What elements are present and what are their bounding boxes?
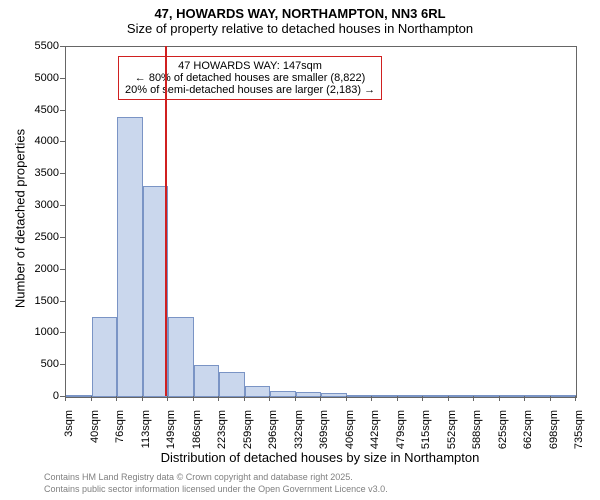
- ytick-mark: [60, 78, 65, 79]
- title-line2: Size of property relative to detached ho…: [0, 21, 600, 36]
- histogram-bar: [194, 365, 220, 397]
- histogram-bar: [372, 395, 398, 397]
- xtick-label: 698sqm: [548, 410, 560, 460]
- xtick-mark: [193, 396, 194, 401]
- histogram-bar: [321, 393, 347, 397]
- xtick-mark: [448, 396, 449, 401]
- footer-line1: Contains HM Land Registry data © Crown c…: [44, 472, 353, 482]
- histogram-bar: [347, 395, 373, 397]
- xtick-mark: [91, 396, 92, 401]
- ytick-label: 4500: [35, 104, 59, 116]
- histogram-bar: [117, 117, 143, 397]
- footer-line2: Contains public sector information licen…: [44, 484, 388, 494]
- xtick-mark: [244, 396, 245, 401]
- xtick-label: 442sqm: [369, 410, 381, 460]
- xtick-label: 149sqm: [165, 410, 177, 460]
- chart-title: 47, HOWARDS WAY, NORTHAMPTON, NN3 6RL Si…: [0, 0, 600, 36]
- histogram-bar: [92, 317, 118, 397]
- xtick-mark: [346, 396, 347, 401]
- histogram-bar: [66, 395, 92, 397]
- ytick-mark: [60, 364, 65, 365]
- histogram-bar: [219, 372, 245, 397]
- ytick-mark: [60, 110, 65, 111]
- xtick-mark: [499, 396, 500, 401]
- ytick-label: 0: [53, 390, 59, 402]
- ytick-label: 5500: [35, 40, 59, 52]
- xtick-mark: [116, 396, 117, 401]
- histogram-bar: [270, 391, 296, 397]
- histogram-bar: [423, 395, 449, 397]
- ytick-mark: [60, 269, 65, 270]
- ytick-label: 3500: [35, 167, 59, 179]
- xtick-label: 76sqm: [114, 410, 126, 460]
- xtick-label: 735sqm: [573, 410, 585, 460]
- ytick-label: 1500: [35, 295, 59, 307]
- xtick-label: 406sqm: [344, 410, 356, 460]
- xtick-label: 515sqm: [420, 410, 432, 460]
- xtick-label: 3sqm: [63, 410, 75, 460]
- annotation-line2: ← 80% of detached houses are smaller (8,…: [125, 72, 375, 84]
- histogram-bar: [398, 395, 424, 397]
- xtick-mark: [320, 396, 321, 401]
- xtick-label: 40sqm: [89, 410, 101, 460]
- xtick-mark: [295, 396, 296, 401]
- xtick-mark: [397, 396, 398, 401]
- xtick-label: 369sqm: [318, 410, 330, 460]
- xtick-label: 223sqm: [216, 410, 228, 460]
- title-line1: 47, HOWARDS WAY, NORTHAMPTON, NN3 6RL: [0, 6, 600, 21]
- xtick-label: 332sqm: [293, 410, 305, 460]
- ytick-label: 3000: [35, 199, 59, 211]
- xtick-label: 552sqm: [446, 410, 458, 460]
- histogram-bar: [474, 395, 500, 397]
- histogram-bar: [143, 186, 169, 397]
- xtick-mark: [167, 396, 168, 401]
- xtick-mark: [473, 396, 474, 401]
- xtick-label: 259sqm: [242, 410, 254, 460]
- ytick-label: 2500: [35, 231, 59, 243]
- ytick-mark: [60, 205, 65, 206]
- histogram-bar: [245, 386, 271, 397]
- chart-container: 47, HOWARDS WAY, NORTHAMPTON, NN3 6RL Si…: [0, 0, 600, 500]
- xtick-mark: [269, 396, 270, 401]
- annotation-title: 47 HOWARDS WAY: 147sqm: [125, 60, 375, 72]
- xtick-label: 113sqm: [140, 410, 152, 460]
- xtick-label: 662sqm: [522, 410, 534, 460]
- xtick-label: 588sqm: [471, 410, 483, 460]
- marker-line: [165, 46, 167, 396]
- ytick-mark: [60, 46, 65, 47]
- ytick-mark: [60, 332, 65, 333]
- xtick-mark: [218, 396, 219, 401]
- xtick-mark: [550, 396, 551, 401]
- xtick-label: 296sqm: [267, 410, 279, 460]
- ytick-label: 4000: [35, 135, 59, 147]
- y-axis-label: Number of detached properties: [13, 119, 28, 319]
- ytick-label: 5000: [35, 72, 59, 84]
- ytick-label: 500: [41, 358, 59, 370]
- xtick-label: 625sqm: [497, 410, 509, 460]
- ytick-mark: [60, 141, 65, 142]
- histogram-bar: [449, 395, 475, 397]
- ytick-mark: [60, 237, 65, 238]
- ytick-label: 1000: [35, 326, 59, 338]
- xtick-mark: [65, 396, 66, 401]
- annotation-line3: 20% of semi-detached houses are larger (…: [125, 84, 375, 96]
- histogram-bar: [168, 317, 194, 397]
- annotation-box: 47 HOWARDS WAY: 147sqm ← 80% of detached…: [118, 56, 382, 100]
- histogram-bar: [551, 395, 577, 397]
- xtick-label: 479sqm: [395, 410, 407, 460]
- xtick-mark: [142, 396, 143, 401]
- ytick-mark: [60, 173, 65, 174]
- ytick-mark: [60, 301, 65, 302]
- histogram-bar: [525, 395, 551, 397]
- histogram-bar: [500, 395, 526, 397]
- histogram-bar: [296, 392, 322, 397]
- xtick-mark: [371, 396, 372, 401]
- xtick-label: 186sqm: [191, 410, 203, 460]
- xtick-mark: [524, 396, 525, 401]
- xtick-mark: [575, 396, 576, 401]
- xtick-mark: [422, 396, 423, 401]
- ytick-label: 2000: [35, 263, 59, 275]
